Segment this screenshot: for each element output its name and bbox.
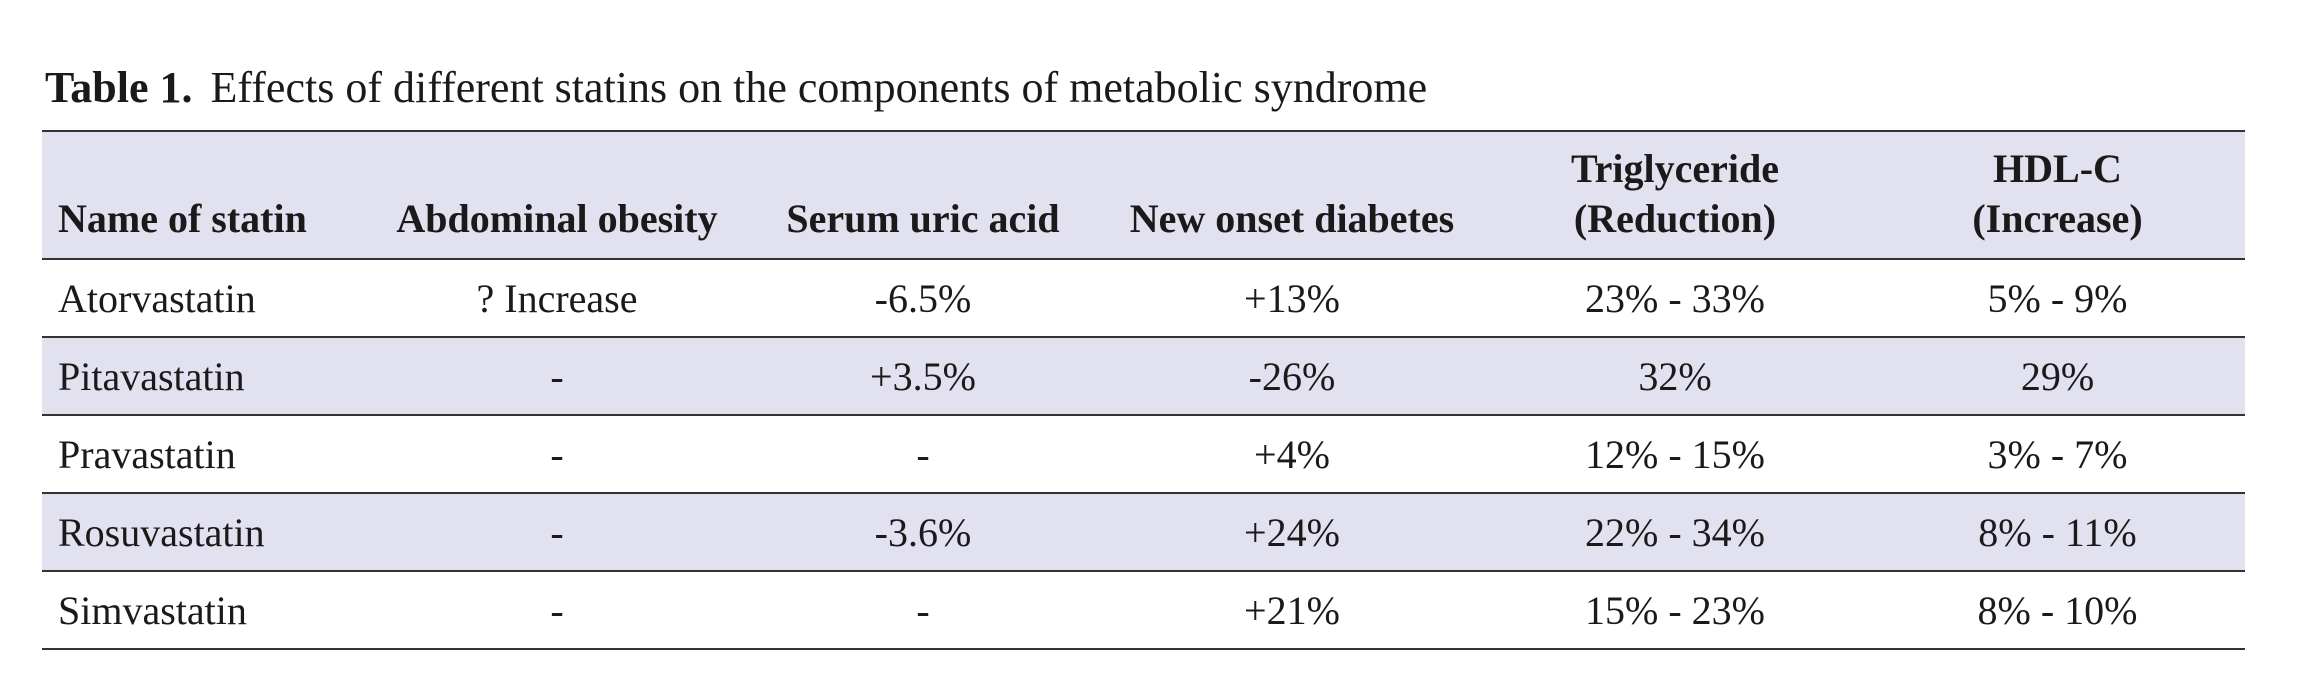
header-line: HDL-C	[1993, 146, 2122, 191]
cell-new-onset-diabetes: +13%	[1244, 275, 1340, 321]
cell-statin-name: Pravastatin	[58, 431, 236, 477]
cell-triglyceride: 15% - 23%	[1585, 587, 1765, 633]
cell-serum-uric-acid: +3.5%	[870, 353, 976, 399]
table-row: Pravastatin - - +4% 12% - 15% 3% - 7%	[42, 415, 2245, 493]
cell-statin-name: Atorvastatin	[58, 275, 256, 321]
header-name-of-statin: Name of statin	[42, 131, 372, 259]
header-new-onset-diabetes: New onset diabetes	[1104, 131, 1480, 259]
cell-hdl-c: 29%	[2020, 353, 2095, 399]
cell-serum-uric-acid: -	[916, 587, 930, 633]
cell-serum-uric-acid: -3.6%	[874, 509, 972, 555]
cell-triglyceride: 12% - 15%	[1585, 431, 1765, 477]
statins-table: Name of statin Abdominal obesity Serum u…	[42, 130, 2245, 650]
header-line: Abdominal obesity	[396, 196, 718, 241]
table-row: Rosuvastatin - -3.6% +24% 22% - 34% 8% -…	[42, 493, 2245, 571]
cell-triglyceride: 32%	[1638, 353, 1712, 399]
table-row: Atorvastatin ? Increase -6.5% +13% 23% -…	[42, 259, 2245, 337]
cell-new-onset-diabetes: -26%	[1248, 353, 1336, 399]
header-line: New onset diabetes	[1129, 196, 1455, 241]
header-serum-uric-acid: Serum uric acid	[742, 131, 1104, 259]
header-line: Name of statin	[58, 196, 307, 241]
cell-statin-name: Pitavastatin	[58, 353, 245, 399]
header-line: (Increase)	[1972, 196, 2143, 241]
cell-statin-name: Rosuvastatin	[58, 509, 265, 555]
cell-statin-name: Simvastatin	[58, 587, 247, 633]
table-row: Pitavastatin - +3.5% -26% 32% 29%	[42, 337, 2245, 415]
cell-triglyceride: 22% - 34%	[1585, 509, 1765, 555]
header-hdl-c: HDL-C (Increase)	[1870, 131, 2245, 259]
cell-triglyceride: 23% - 33%	[1585, 275, 1765, 321]
cell-hdl-c: 8% - 11%	[1978, 509, 2137, 555]
header-line: (Reduction)	[1573, 196, 1777, 241]
table-caption-text: Effects of different statins on the comp…	[210, 63, 1428, 112]
cell-new-onset-diabetes: +4%	[1254, 431, 1330, 477]
cell-abdominal-obesity: ? Increase	[476, 275, 638, 321]
cell-serum-uric-acid: -	[916, 431, 930, 477]
cell-serum-uric-acid: -6.5%	[874, 275, 972, 321]
cell-new-onset-diabetes: +24%	[1244, 509, 1340, 555]
cell-abdominal-obesity: -	[550, 587, 564, 633]
header-abdominal-obesity: Abdominal obesity	[372, 131, 742, 259]
cell-abdominal-obesity: -	[550, 509, 564, 555]
cell-new-onset-diabetes: +21%	[1244, 587, 1340, 633]
cell-abdominal-obesity: -	[550, 431, 564, 477]
cell-hdl-c: 8% - 10%	[1977, 587, 2138, 633]
header-line: Serum uric acid	[786, 196, 1060, 241]
table-header-row: Name of statin Abdominal obesity Serum u…	[42, 131, 2245, 259]
header-line: Triglyceride	[1570, 146, 1780, 191]
table-caption-label: Table 1.	[45, 63, 193, 112]
cell-hdl-c: 3% - 7%	[1987, 431, 2128, 477]
table-row: Simvastatin - - +21% 15% - 23% 8% - 10%	[42, 571, 2245, 649]
header-triglyceride: Triglyceride (Reduction)	[1480, 131, 1870, 259]
table-caption: Table 1. Effects of different statins on …	[45, 58, 1427, 118]
cell-hdl-c: 5% - 9%	[1987, 275, 2128, 321]
cell-abdominal-obesity: -	[550, 353, 564, 399]
